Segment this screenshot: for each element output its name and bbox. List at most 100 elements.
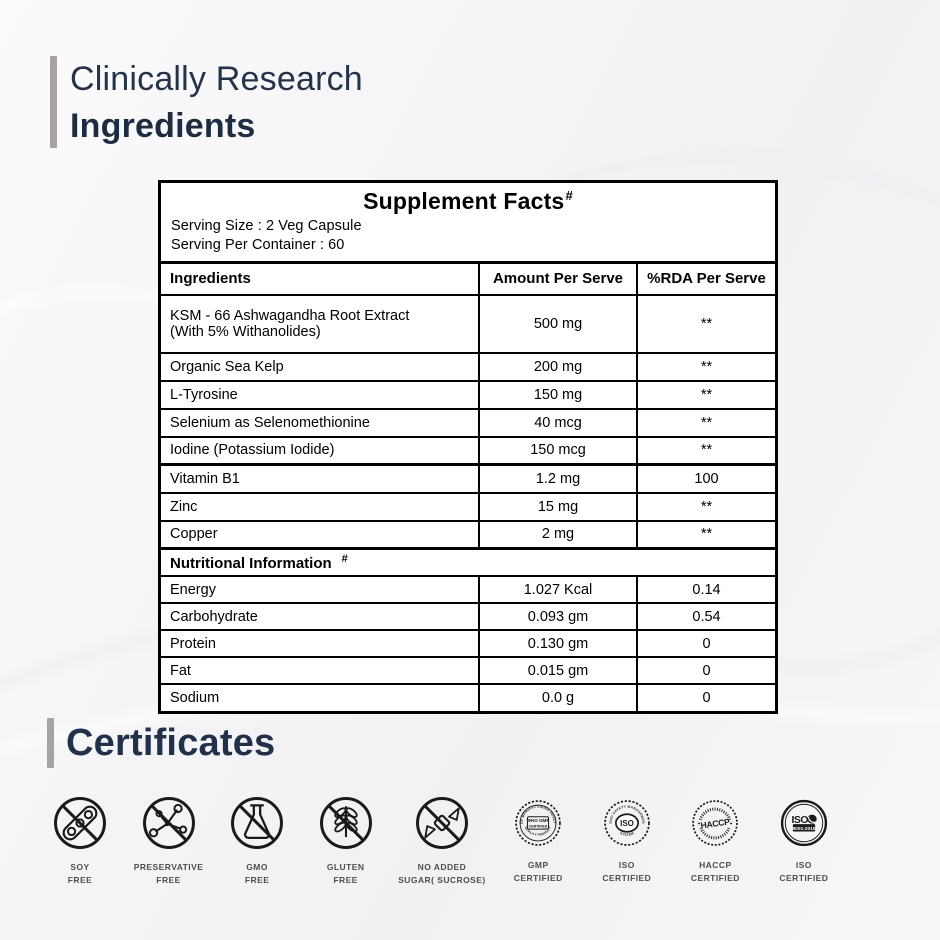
certificate-label: PRESERVATIVE FREE — [133, 862, 204, 886]
ingredient-name-cell: Vitamin B1 — [161, 463, 480, 494]
amount-cell: 0.130 gm — [478, 629, 638, 658]
ingredient-name-cell: Sodium — [161, 683, 480, 711]
table-row: Iodine (Potassium Iodide) 150 mcg ** — [161, 435, 775, 466]
amount-cell: 0.015 gm — [478, 656, 638, 685]
rda-cell: ** — [636, 379, 775, 410]
amount-cell: 0.093 gm — [478, 602, 638, 631]
certificate-item: ISO 9001:2015 ISO CERTIFIED — [768, 794, 840, 885]
ingredient-name-cell: L-Tyrosine — [161, 379, 480, 410]
amount-cell: 0.0 g — [478, 683, 638, 711]
ingredient-name-cell: Organic Sea Kelp — [161, 351, 480, 382]
rda-cell: ** — [636, 491, 775, 522]
nutrition-section-row: Nutritional Information # — [161, 547, 775, 576]
table-row: Energy 1.027 Kcal 0.14 — [161, 575, 775, 604]
amount-cell: 15 mg — [478, 491, 638, 522]
certificate-label: GMP CERTIFIED — [513, 860, 563, 884]
rda-cell: ** — [636, 407, 775, 438]
certificate-label: ISO CERTIFIED — [602, 860, 652, 884]
nutrition-section-cell: Nutritional Information # — [161, 547, 775, 576]
nutrition-footnote-mark: # — [341, 553, 348, 565]
gmo-free-icon — [231, 797, 284, 849]
gluten-free-icon — [319, 797, 372, 849]
table-row: Fat 0.015 gm 0 — [161, 656, 775, 685]
ingredient-name-cell: Selenium as Selenomethionine — [161, 407, 480, 438]
serving-per-container: Serving Per Container : 60 — [171, 237, 345, 253]
amount-cell: 150 mg — [478, 379, 638, 410]
ingredient-name-cell: Energy — [161, 575, 480, 604]
table-row: Organic Sea Kelp 200 mg ** — [161, 351, 775, 382]
amount-cell: 200 mg — [478, 351, 638, 382]
amount-cell: 2 mg — [478, 519, 638, 549]
certificate-item: GOOD MANUFACTURING PRACTICEQUALITY PRODU… — [502, 794, 574, 885]
certificate-item: GLUTEN FREE — [310, 794, 382, 887]
rda-cell: 0 — [636, 683, 775, 711]
ingredient-name-cell: KSM - 66 Ashwagandha Root Extract (With … — [161, 293, 480, 354]
rda-cell: ** — [636, 293, 775, 354]
certificate-item: HACCP HACCP CERTIFIED — [679, 794, 751, 885]
ingredient-name-cell: Iodine (Potassium Iodide) — [161, 435, 480, 466]
title-text: Supplement Facts — [363, 188, 565, 214]
page-heading: Clinically Research Ingredients — [50, 56, 363, 150]
amount-cell: 1.2 mg — [478, 463, 638, 494]
seal-center-text: 9001:2015 — [792, 826, 815, 832]
soy-free-icon — [54, 797, 106, 849]
certificates-title: Certificates — [66, 722, 276, 764]
certificates-row: SOY FREE PRESERVATIVE FREE GMO FREE GLUTEN … — [44, 794, 840, 887]
supplement-facts-title: Supplement Facts# — [171, 188, 765, 215]
rda-cell: 0.14 — [636, 575, 775, 604]
rda-cell: 0 — [636, 656, 775, 685]
title-footnote-mark: # — [565, 188, 573, 204]
rda-cell: ** — [636, 435, 775, 466]
seal-center-text: HACCP — [700, 816, 731, 830]
certificate-label: SOY FREE — [67, 862, 93, 886]
certificate-item: NO ADDED SUGAR( SUCROSE) — [398, 794, 486, 887]
certificate-label: GLUTEN FREE — [326, 862, 365, 886]
seal-center-text: ISO — [620, 819, 634, 828]
haccp-seal-icon: HACCP — [692, 800, 739, 846]
certificate-item: FOOD SAFETY MANAGEMENTSYSTEMISOISO CERTI… — [591, 794, 663, 885]
supplement-facts-table: Ingredients Amount Per Serve %RDA Per Se… — [161, 261, 775, 711]
certificate-item: PRESERVATIVE FREE — [133, 794, 205, 887]
certificate-item: GMO FREE — [221, 794, 293, 887]
table-row: L-Tyrosine 150 mg ** — [161, 379, 775, 410]
seal-ring-text: SYSTEM — [619, 831, 634, 837]
ingredient-name-cell: Zinc — [161, 491, 480, 522]
nutrition-section-title: Nutritional Information — [170, 555, 332, 572]
supplement-facts-panel: Supplement Facts# Serving Size : 2 Veg C… — [158, 180, 778, 714]
heading-line1: Clinically Research — [70, 60, 363, 98]
certificates-heading: Certificates — [47, 718, 275, 768]
ingredient-name-cell: Carbohydrate — [161, 602, 480, 631]
ingredient-name-cell: Protein — [161, 629, 480, 658]
certificate-item: SOY FREE — [44, 794, 116, 887]
ingredient-name-cell: Copper — [161, 519, 480, 549]
table-row: Vitamin B1 1.2 mg 100 — [161, 463, 775, 494]
table-row: Carbohydrate 0.093 gm 0.54 — [161, 602, 775, 631]
column-header-rda: %RDA Per Serve — [636, 261, 775, 295]
table-row: Selenium as Selenomethionine 40 mcg ** — [161, 407, 775, 438]
column-header-ingredients: Ingredients — [161, 261, 480, 295]
certificate-label: NO ADDED SUGAR( SUCROSE) — [398, 862, 486, 886]
amount-cell: 500 mg — [478, 293, 638, 354]
rda-cell: 100 — [636, 463, 775, 494]
gmp-certified-seal-icon: GOOD MANUFACTURING PRACTICEQUALITY PRODU… — [511, 796, 562, 846]
heading-accent-bar — [50, 56, 57, 148]
column-header-amount: Amount Per Serve — [478, 261, 638, 295]
rda-cell: ** — [636, 351, 775, 382]
table-row: KSM - 66 Ashwagandha Root Extract (With … — [161, 293, 775, 354]
table-row: Protein 0.130 gm 0 — [161, 629, 775, 658]
seal-center-text: CERTIFIED — [529, 824, 548, 828]
amount-cell: 40 mcg — [478, 407, 638, 438]
heading-line2: Ingredients — [70, 107, 256, 145]
preservative-free-icon — [142, 797, 195, 849]
table-header-row: Ingredients Amount Per Serve %RDA Per Se… — [161, 261, 775, 295]
certificate-label: HACCP CERTIFIED — [690, 860, 740, 884]
certificate-label: GMO FREE — [244, 862, 270, 886]
certificate-label: ISO CERTIFIED — [779, 860, 829, 884]
serving-size: Serving Size : 2 Veg Capsule — [171, 218, 362, 234]
amount-cell: 150 mcg — [478, 435, 638, 466]
iso-fsms-seal-icon: FOOD SAFETY MANAGEMENTSYSTEMISO — [600, 796, 650, 846]
supplement-facts-header: Supplement Facts# Serving Size : 2 Veg C… — [161, 183, 775, 261]
